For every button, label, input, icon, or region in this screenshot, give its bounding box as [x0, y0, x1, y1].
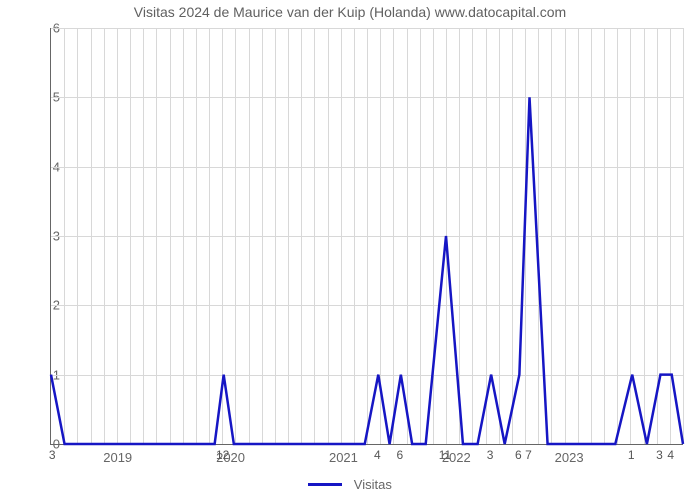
- x-count-label: 3: [656, 448, 663, 462]
- series-line: [51, 97, 683, 444]
- legend-swatch: [308, 483, 342, 486]
- x-count-label: 3: [49, 448, 56, 462]
- chart-title: Visitas 2024 de Maurice van der Kuip (Ho…: [0, 4, 700, 20]
- x-count-label: 6: [397, 448, 404, 462]
- x-year-label: 2021: [329, 450, 358, 465]
- x-count-label: 3: [487, 448, 494, 462]
- x-year-label: 2019: [103, 450, 132, 465]
- x-count-label: 4: [374, 448, 381, 462]
- gridline-v: [683, 28, 684, 444]
- legend-label: Visitas: [354, 477, 392, 492]
- x-count-label: 6: [515, 448, 522, 462]
- x-count-label: 12: [216, 448, 229, 462]
- x-count-label: 7: [525, 448, 532, 462]
- x-count-label: 11: [439, 448, 451, 462]
- x-count-label: 4: [667, 448, 674, 462]
- x-year-label: 2023: [555, 450, 584, 465]
- plot-area: [50, 28, 683, 445]
- chart-container: Visitas 2024 de Maurice van der Kuip (Ho…: [0, 0, 700, 500]
- legend: Visitas: [0, 476, 700, 492]
- x-count-label: 1: [628, 448, 635, 462]
